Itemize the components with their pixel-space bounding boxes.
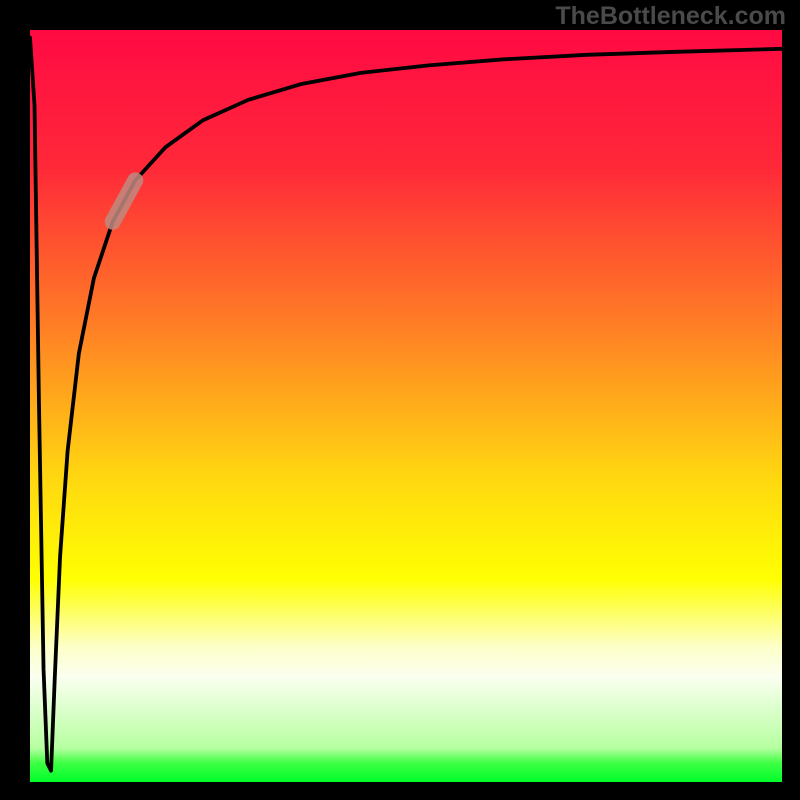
gradient-plot-area <box>30 30 782 782</box>
watermark-text: TheBottleneck.com <box>555 2 786 31</box>
chart-canvas: TheBottleneck.com <box>0 0 800 800</box>
plot-svg <box>0 0 800 800</box>
